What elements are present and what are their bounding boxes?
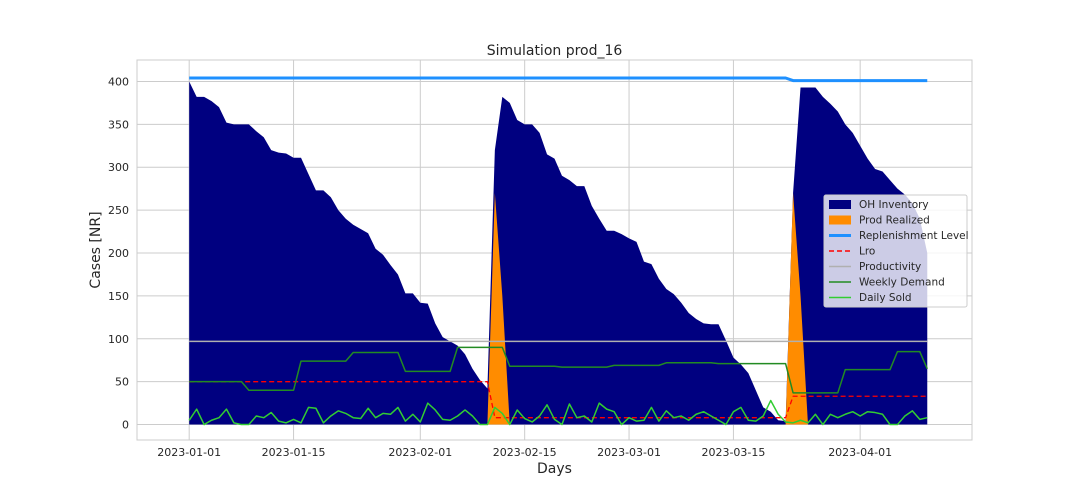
x-tick-label: 2023-03-15 bbox=[701, 446, 765, 459]
series-layer bbox=[188, 76, 928, 426]
y-tick-label: 100 bbox=[108, 333, 129, 346]
x-tick-label: 2023-02-01 bbox=[388, 446, 452, 459]
legend-label-lro: Lro bbox=[859, 246, 875, 258]
legend-label-oh-inventory: OH Inventory bbox=[859, 199, 929, 211]
y-tick-label: 150 bbox=[108, 290, 129, 303]
x-tick-label: 2023-01-01 bbox=[157, 446, 221, 459]
x-tick-label: 2023-04-01 bbox=[828, 446, 892, 459]
legend-box bbox=[823, 194, 968, 308]
y-tick-label: 350 bbox=[108, 118, 129, 131]
weekly-demand-line bbox=[189, 346, 928, 394]
lro-line bbox=[189, 381, 928, 419]
daily-sold-line bbox=[188, 399, 928, 426]
y-axis-title: Cases [NR] bbox=[88, 211, 104, 288]
oh-inventory-area bbox=[189, 81, 928, 425]
replenishment-level-line bbox=[189, 76, 928, 83]
ticks: 0 50 100 150 200 250 300 350 400 2023-01-01 2023-0… bbox=[108, 75, 892, 459]
y-tick-label: 300 bbox=[108, 161, 129, 174]
y-tick-label: 250 bbox=[108, 204, 129, 217]
legend-label-daily-sold: Daily Sold bbox=[859, 292, 912, 304]
legend-label-replenishment-level: Replenishment Level bbox=[859, 230, 969, 242]
legend-label-weekly-demand: Weekly Demand bbox=[859, 277, 945, 289]
x-axis-title: Days bbox=[537, 461, 572, 477]
y-tick-label: 50 bbox=[115, 376, 129, 389]
chart-title: Simulation prod_16 bbox=[487, 43, 623, 59]
x-tick-label: 2023-02-15 bbox=[493, 446, 557, 459]
legend-label-productivity: Productivity bbox=[859, 261, 921, 273]
legend-label-prod-realized: Prod Realized bbox=[859, 215, 930, 227]
y-tick-label: 400 bbox=[108, 75, 129, 88]
legend: OH Inventory Prod Realized Replenishment L… bbox=[823, 194, 969, 308]
y-tick-label: 200 bbox=[108, 247, 129, 260]
x-tick-label: 2023-01-15 bbox=[262, 446, 326, 459]
y-tick-label: 0 bbox=[122, 419, 129, 432]
x-tick-label: 2023-03-01 bbox=[597, 446, 661, 459]
legend-swatch-prod-realized bbox=[829, 215, 851, 225]
legend-swatch-oh-inventory bbox=[829, 200, 851, 209]
